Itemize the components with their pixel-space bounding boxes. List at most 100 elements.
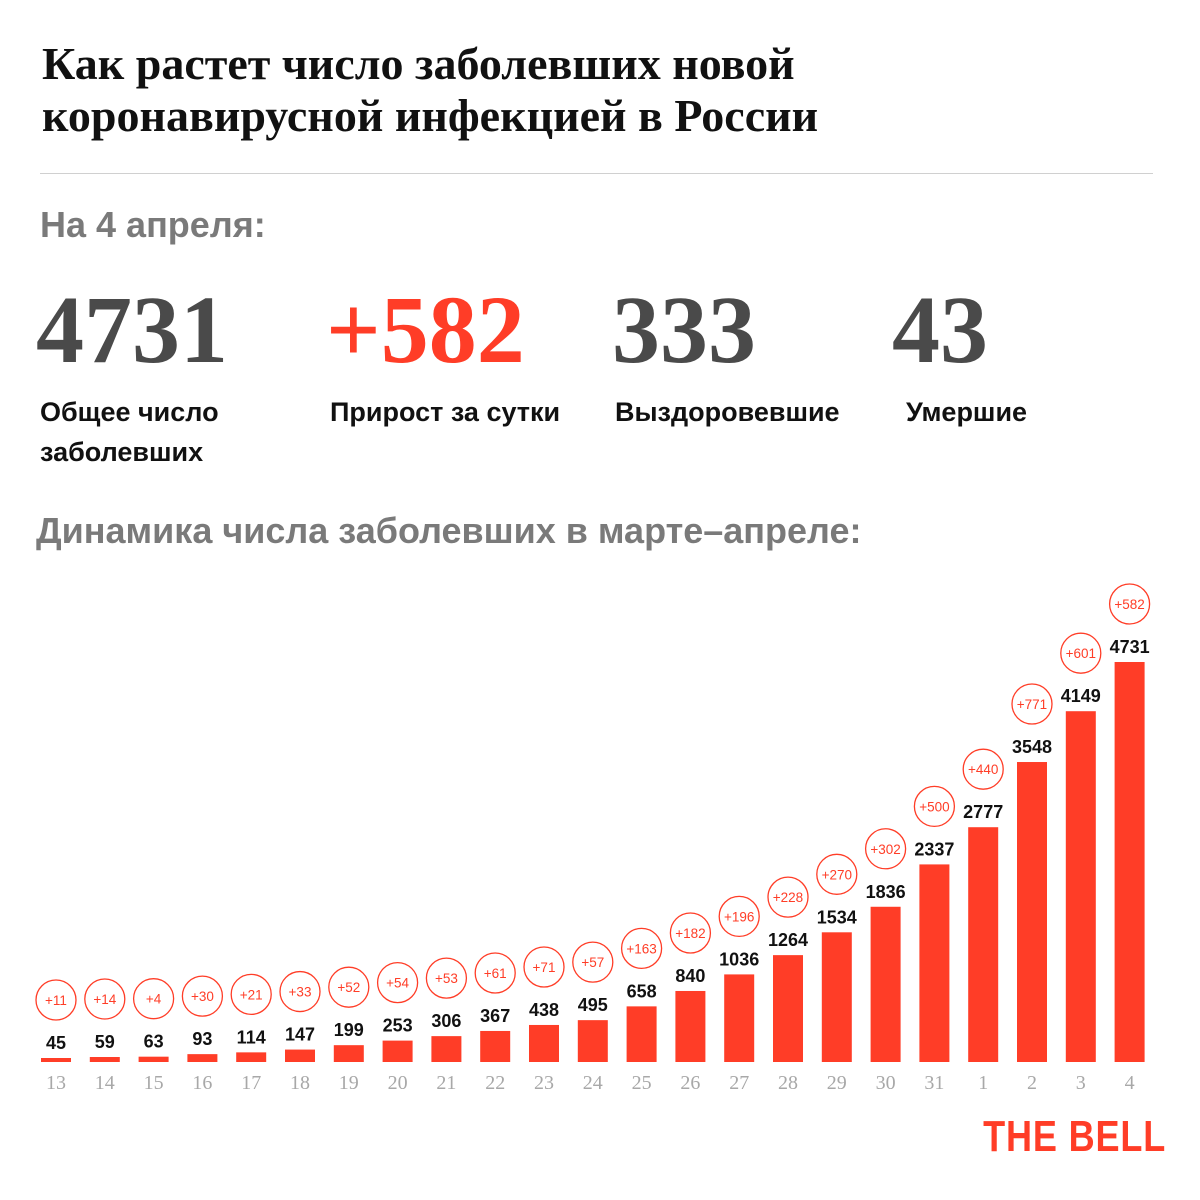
increment-badge-21 — [425, 957, 468, 999]
increment-badge-24 — [572, 941, 614, 983]
bar-value-label-2: 3548 — [1012, 737, 1052, 757]
bar-value-label-13: 45 — [46, 1033, 66, 1053]
x-tick-label-25: 25 — [632, 1072, 652, 1094]
bar-28 — [773, 955, 803, 1062]
x-tick-label-24: 24 — [583, 1072, 603, 1094]
bar-19 — [333, 1045, 364, 1062]
divider — [40, 173, 1153, 174]
recovered-label-line-1: Выздоровевшие — [615, 397, 840, 427]
increment-label-3: +601 — [1066, 646, 1096, 661]
x-tick-label-26: 26 — [680, 1072, 700, 1094]
x-tick-label-30: 30 — [876, 1072, 896, 1094]
increment-label-31: +500 — [919, 799, 949, 814]
increment-label-22: +61 — [484, 966, 507, 981]
bar-value-label-23: 438 — [529, 1000, 559, 1020]
page-title: Как растет число заболевших новой корона… — [42, 38, 1142, 142]
increment-label-1: +440 — [968, 762, 998, 777]
bar-value-label-24: 495 — [578, 995, 608, 1015]
bar-3 — [1065, 711, 1096, 1062]
bar-value-label-28: 1264 — [768, 930, 808, 950]
bar-value-label-19: 199 — [334, 1020, 364, 1040]
bar-22 — [480, 1030, 511, 1062]
increment-label-25: +163 — [626, 941, 656, 956]
increment-label-17: +21 — [240, 987, 263, 1002]
increment-label-29: +270 — [822, 867, 852, 882]
bar-14 — [89, 1057, 120, 1062]
increment-label-14: +14 — [93, 992, 116, 1007]
date-heading: На 4 апреля: — [40, 204, 266, 245]
total-cases-label: Общее число заболевших — [40, 392, 219, 472]
deaths-value: 43 — [892, 276, 988, 383]
increment-label-4: +582 — [1114, 597, 1144, 612]
bar-16 — [187, 1054, 218, 1062]
total-cases-label-line-2: заболевших — [40, 437, 204, 467]
x-tick-label-20: 20 — [388, 1072, 408, 1094]
increment-label-15: +4 — [146, 992, 162, 1007]
x-tick-label-21: 21 — [436, 1072, 456, 1094]
bar-value-label-18: 147 — [285, 1025, 315, 1045]
bar-value-label-17: 114 — [237, 1027, 266, 1047]
increment-badge-17 — [230, 973, 272, 1016]
the-bell-logo: THE BELL — [983, 1112, 1166, 1161]
deaths-label: Умершие — [906, 392, 1027, 432]
increment-badge-15 — [132, 978, 175, 1020]
bar-value-label-22: 367 — [480, 1006, 510, 1026]
increment-label-27: +196 — [724, 909, 754, 924]
bar-value-label-20: 253 — [383, 1016, 413, 1036]
increment-badge-22 — [474, 952, 516, 994]
x-tick-label-29: 29 — [827, 1072, 847, 1094]
increment-badge-30 — [864, 828, 907, 870]
x-tick-label-4: 4 — [1125, 1072, 1135, 1094]
cases-bar-chart: 45+111359+141463+41593+3016114+2117147+3… — [35, 583, 1151, 1094]
increment-badge-2 — [1011, 683, 1053, 725]
increment-badge-4 — [1108, 583, 1151, 625]
increment-badge-13 — [35, 979, 77, 1021]
x-tick-label-1: 1 — [978, 1072, 988, 1094]
bar-13 — [41, 1058, 71, 1062]
total-cases-value: 4731 — [36, 276, 228, 383]
increment-badge-14 — [84, 978, 126, 1020]
increment-label-28: +228 — [773, 890, 803, 905]
bar-4 — [1114, 662, 1145, 1062]
bar-29 — [821, 932, 852, 1062]
bar-value-label-26: 840 — [675, 966, 705, 986]
increment-badge-25 — [620, 927, 663, 970]
bar-20 — [382, 1040, 413, 1062]
x-tick-label-2: 2 — [1027, 1072, 1037, 1094]
bar-17 — [236, 1052, 267, 1062]
x-tick-label-16: 16 — [192, 1072, 212, 1094]
bar-25 — [626, 1006, 657, 1062]
deaths-label-line-1: Умершие — [906, 397, 1028, 427]
daily-increase-label-line-1: Прирост за сутки — [330, 397, 561, 427]
bar-31 — [919, 864, 950, 1062]
increment-label-23: +71 — [533, 960, 556, 975]
increment-label-20: +54 — [386, 976, 409, 991]
recovered-value: 333 — [612, 276, 756, 383]
increment-label-19: +52 — [337, 980, 360, 995]
bar-value-label-4: 4731 — [1110, 637, 1150, 657]
increment-badge-19 — [328, 966, 370, 1008]
increment-label-18: +33 — [289, 985, 312, 1000]
increment-badge-20 — [376, 961, 419, 1004]
increment-badge-26 — [669, 912, 712, 954]
bar-value-label-30: 1836 — [866, 882, 906, 902]
increment-badge-31 — [913, 785, 956, 828]
bar-value-label-16: 93 — [192, 1029, 212, 1049]
increment-label-26: +182 — [675, 926, 705, 941]
increment-badge-23 — [523, 946, 565, 988]
total-cases-label-line-1: Общее число — [40, 397, 219, 427]
increment-badge-3 — [1060, 632, 1102, 674]
daily-increase-value: +582 — [326, 276, 525, 383]
x-tick-label-13: 13 — [46, 1072, 66, 1094]
x-tick-label-22: 22 — [485, 1072, 505, 1094]
bar-value-label-29: 1534 — [817, 907, 857, 927]
x-tick-label-17: 17 — [241, 1072, 261, 1094]
x-tick-label-14: 14 — [95, 1072, 115, 1094]
increment-badge-29 — [816, 853, 858, 895]
bar-26 — [675, 990, 706, 1062]
bar-24 — [577, 1020, 608, 1062]
bar-30 — [870, 906, 901, 1062]
bar-value-label-25: 658 — [627, 981, 657, 1001]
title-line-2: коронавирусной инфекцией в России — [42, 90, 819, 141]
title-line-1: Как растет число заболевших новой — [42, 38, 795, 89]
